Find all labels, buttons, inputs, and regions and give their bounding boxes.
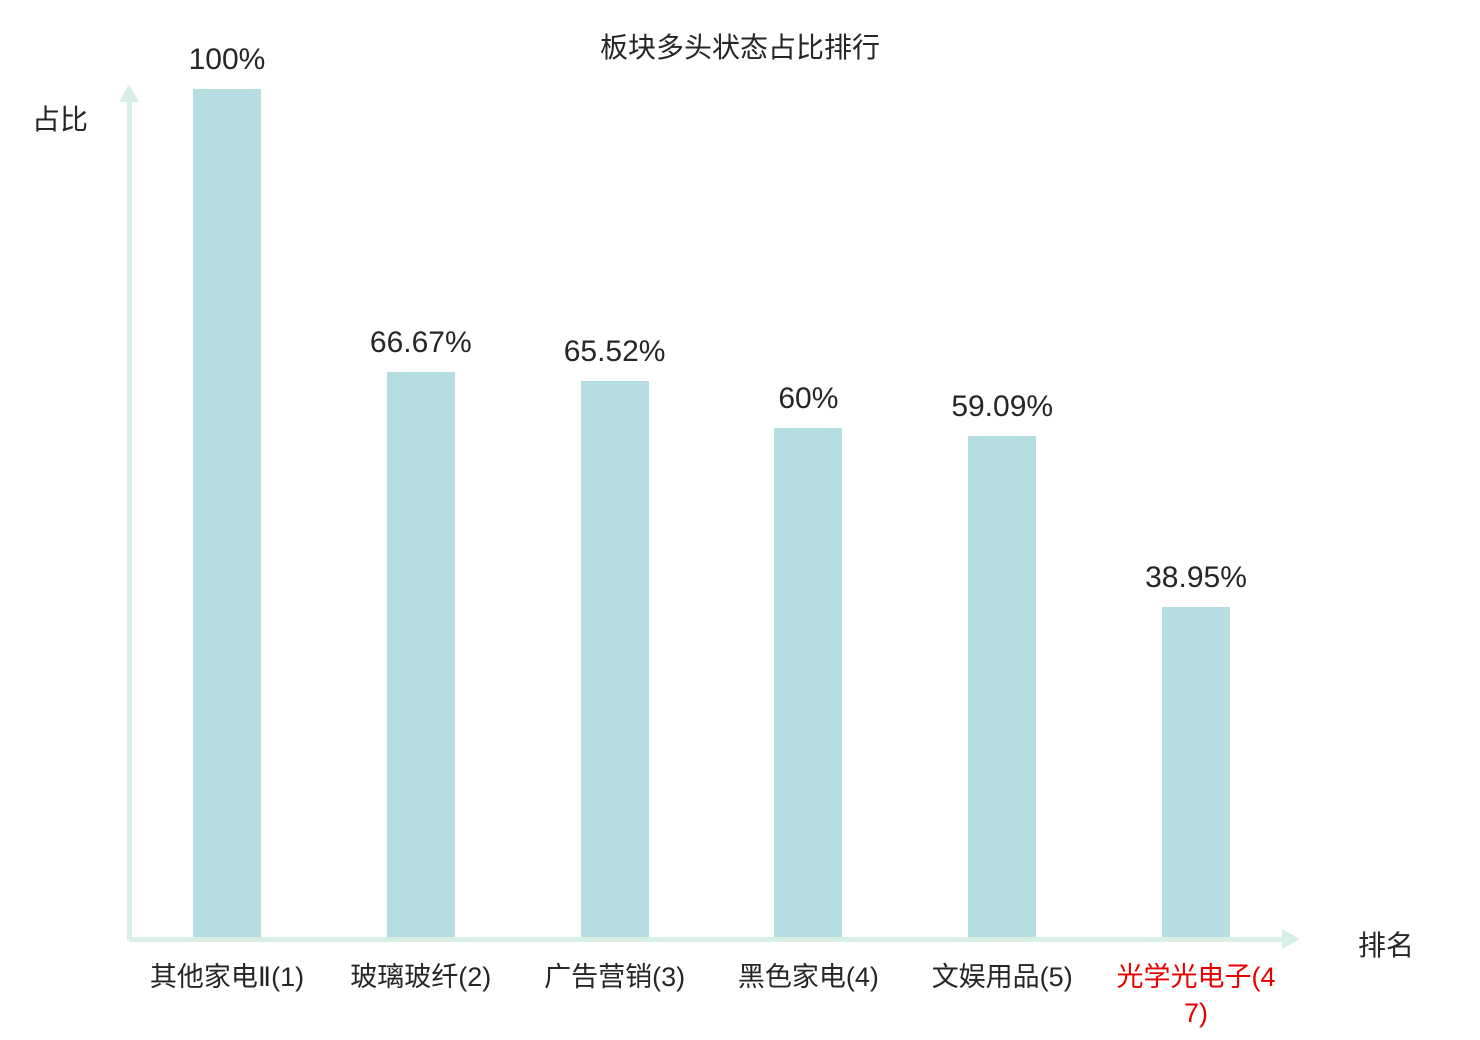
bar [386, 372, 455, 937]
y-axis-line [127, 100, 132, 940]
y-axis-label: 占比 [32, 104, 89, 135]
x-axis-arrow-icon [1282, 929, 1300, 949]
category-label: 光学光电子(47) [1116, 962, 1276, 1028]
bar [774, 428, 843, 937]
bar-value-label: 38.95% [1145, 561, 1247, 594]
bar [1162, 607, 1230, 937]
bar-value-label: 60% [778, 382, 839, 415]
bar-value-label: 65.52% [563, 335, 666, 368]
chart-title: 板块多头状态占比排行 [599, 32, 880, 63]
x-axis-line [129, 937, 1284, 942]
bar-value-label: 100% [188, 43, 266, 76]
category-label: 广告营销(3) [544, 962, 686, 992]
bar [968, 436, 1037, 937]
bar-value-label: 66.67% [369, 326, 472, 359]
bar [580, 381, 649, 937]
bar-value-label: 59.09% [951, 390, 1054, 423]
category-label: 文娱用品(5) [931, 962, 1073, 992]
category-label: 黑色家电(4) [737, 962, 879, 992]
category-label: 其他家电Ⅱ(1) [149, 962, 305, 992]
bar [193, 89, 261, 937]
y-axis-arrow-icon [119, 84, 139, 102]
x-axis-label: 排名 [1358, 930, 1415, 961]
category-label: 玻璃玻纤(2) [350, 962, 492, 992]
